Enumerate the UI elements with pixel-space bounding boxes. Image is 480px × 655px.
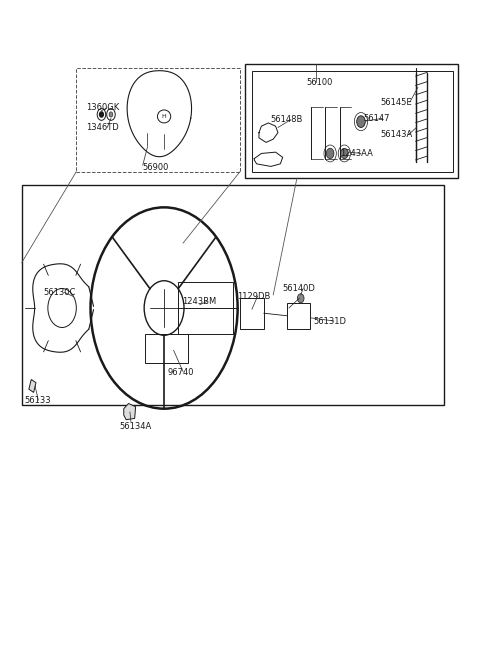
Circle shape <box>109 112 113 117</box>
Bar <box>145 334 188 364</box>
Text: 1129DB: 1129DB <box>237 292 270 301</box>
Bar <box>245 64 458 178</box>
Circle shape <box>357 116 365 128</box>
Bar <box>240 297 264 329</box>
Polygon shape <box>124 403 136 420</box>
Text: 1360GK: 1360GK <box>86 103 119 113</box>
Text: 96740: 96740 <box>168 369 194 377</box>
Bar <box>288 303 310 329</box>
Text: 1243BM: 1243BM <box>182 297 216 306</box>
Circle shape <box>99 112 103 117</box>
Text: 1243AA: 1243AA <box>340 149 372 158</box>
Text: 56900: 56900 <box>143 162 169 172</box>
Text: 56145E: 56145E <box>380 98 411 107</box>
Bar <box>179 282 233 334</box>
Circle shape <box>298 293 304 303</box>
Text: 1346TD: 1346TD <box>86 123 119 132</box>
Text: 56100: 56100 <box>306 77 333 86</box>
Bar <box>76 67 240 172</box>
Text: 56148B: 56148B <box>271 115 303 124</box>
Text: 56134A: 56134A <box>119 422 151 431</box>
Text: 56147: 56147 <box>363 114 390 123</box>
Circle shape <box>326 148 334 159</box>
Text: 56133: 56133 <box>24 396 51 405</box>
Text: 56130C: 56130C <box>43 288 75 297</box>
Text: 56131D: 56131D <box>313 316 347 326</box>
Bar <box>252 71 454 172</box>
Text: 56140D: 56140D <box>283 284 315 293</box>
Bar <box>22 185 444 405</box>
Circle shape <box>341 148 348 159</box>
Polygon shape <box>29 379 36 392</box>
Text: 56143A: 56143A <box>380 130 412 139</box>
Text: H: H <box>162 114 167 119</box>
